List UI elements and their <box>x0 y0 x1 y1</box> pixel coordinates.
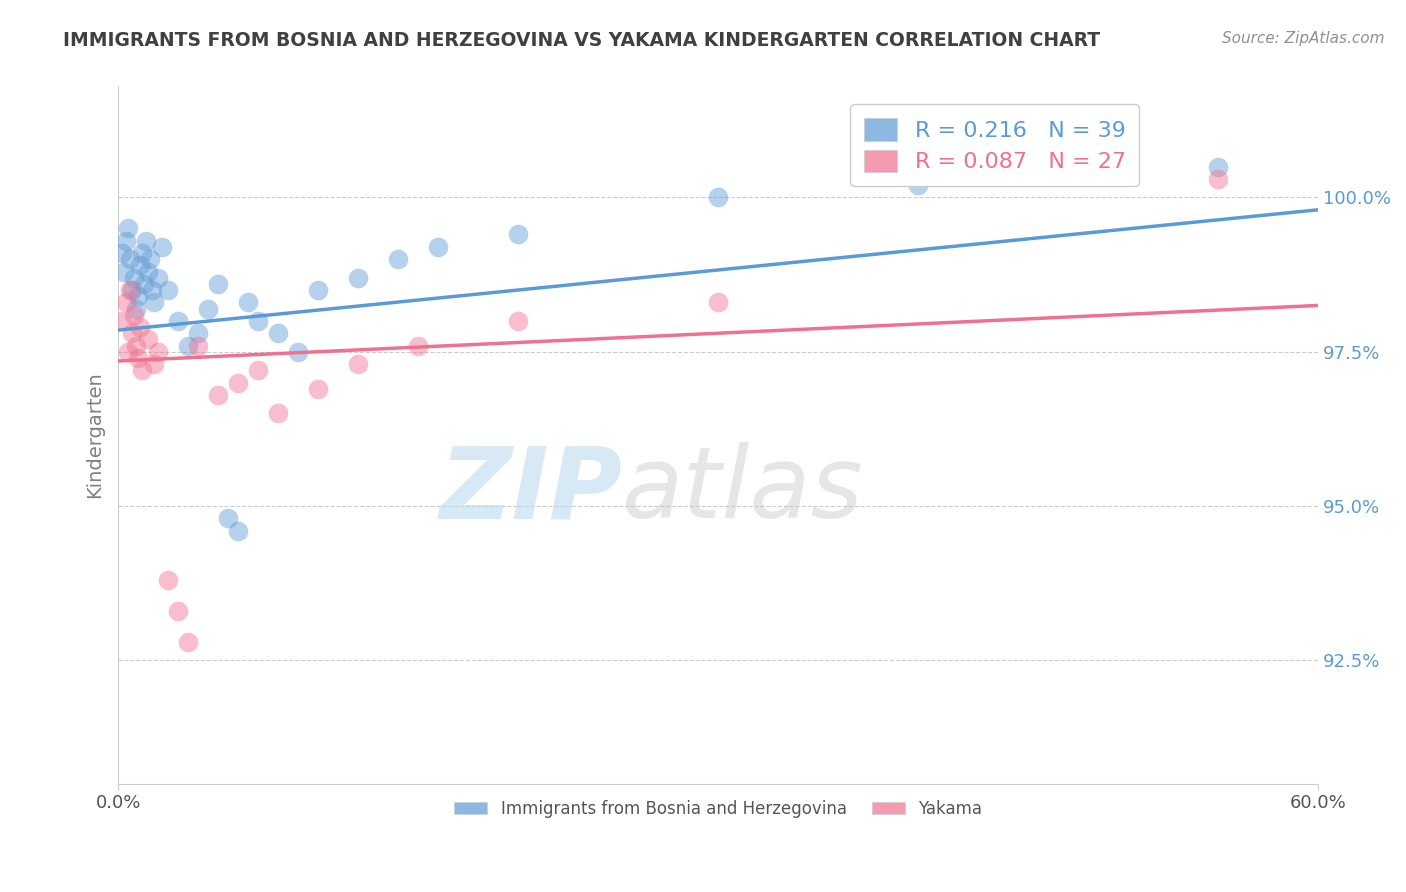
Point <box>139 252 162 267</box>
Point <box>157 573 180 587</box>
Text: ZIP: ZIP <box>439 442 623 540</box>
Point <box>131 363 153 377</box>
Point <box>134 277 156 291</box>
Point <box>117 344 139 359</box>
Point <box>197 301 219 316</box>
Legend: Immigrants from Bosnia and Herzegovina, Yakama: Immigrants from Bosnia and Herzegovina, … <box>447 793 988 824</box>
Point <box>135 234 157 248</box>
Point <box>307 283 329 297</box>
Point <box>207 277 229 291</box>
Point <box>177 338 200 352</box>
Point <box>111 314 134 328</box>
Point <box>508 227 530 242</box>
Point <box>238 295 260 310</box>
Point <box>907 178 929 193</box>
Point <box>148 270 170 285</box>
Point <box>1206 172 1229 186</box>
Point <box>127 351 149 365</box>
Point <box>143 295 166 310</box>
Point <box>117 221 139 235</box>
Point <box>187 338 209 352</box>
Point <box>136 264 159 278</box>
Y-axis label: Kindergarten: Kindergarten <box>86 372 104 499</box>
Point <box>121 283 143 297</box>
Text: Source: ZipAtlas.com: Source: ZipAtlas.com <box>1222 31 1385 46</box>
Point <box>127 289 149 303</box>
Point <box>115 295 138 310</box>
Point <box>287 344 309 359</box>
Point <box>157 283 180 297</box>
Point <box>120 252 142 267</box>
Point <box>217 511 239 525</box>
Point <box>112 264 135 278</box>
Point <box>136 332 159 346</box>
Point <box>226 376 249 390</box>
Point <box>125 301 148 316</box>
Point <box>387 252 409 267</box>
Point <box>707 295 730 310</box>
Point <box>707 190 730 204</box>
Point <box>207 388 229 402</box>
Text: atlas: atlas <box>623 442 863 540</box>
Point <box>347 357 370 371</box>
Point <box>226 524 249 538</box>
Point <box>122 308 145 322</box>
Point <box>120 283 142 297</box>
Point <box>177 634 200 648</box>
Point <box>129 258 152 272</box>
Point <box>508 314 530 328</box>
Point <box>347 270 370 285</box>
Point <box>122 270 145 285</box>
Point <box>131 246 153 260</box>
Point <box>141 283 163 297</box>
Point <box>129 320 152 334</box>
Point <box>121 326 143 341</box>
Point <box>115 234 138 248</box>
Point <box>406 338 429 352</box>
Point <box>247 314 270 328</box>
Point <box>187 326 209 341</box>
Point <box>167 604 190 618</box>
Point <box>247 363 270 377</box>
Point <box>427 240 450 254</box>
Point <box>148 344 170 359</box>
Point <box>125 338 148 352</box>
Point <box>167 314 190 328</box>
Point <box>1206 160 1229 174</box>
Point <box>267 407 290 421</box>
Point <box>143 357 166 371</box>
Point <box>267 326 290 341</box>
Text: IMMIGRANTS FROM BOSNIA AND HERZEGOVINA VS YAKAMA KINDERGARTEN CORRELATION CHART: IMMIGRANTS FROM BOSNIA AND HERZEGOVINA V… <box>63 31 1101 50</box>
Point <box>111 246 134 260</box>
Point <box>307 382 329 396</box>
Point <box>150 240 173 254</box>
